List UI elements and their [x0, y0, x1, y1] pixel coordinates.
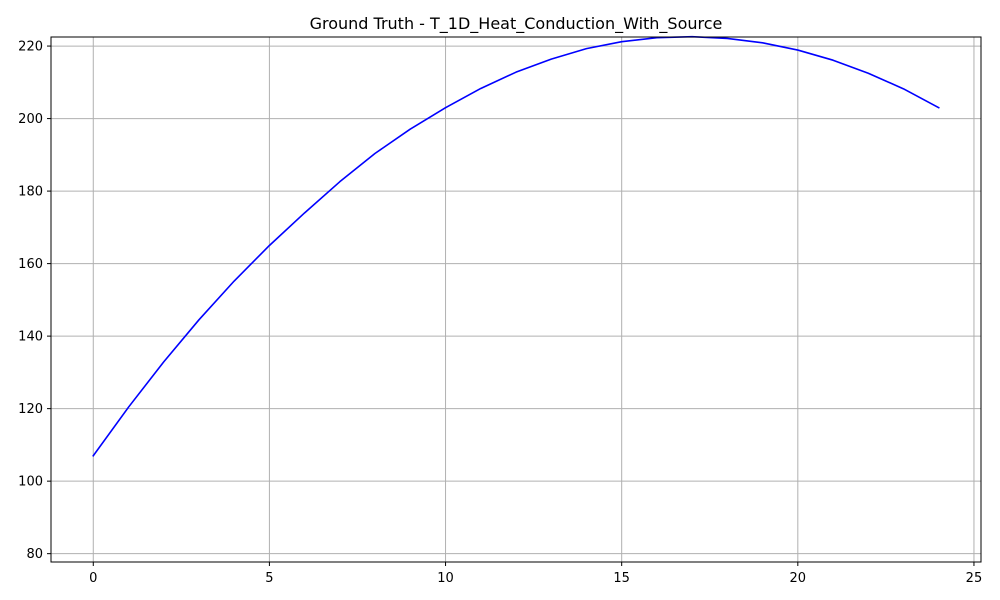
y-tick-label: 160 — [18, 257, 43, 272]
x-tick-label: 15 — [613, 571, 630, 586]
y-tick-label: 100 — [18, 475, 43, 490]
y-tick-label: 180 — [18, 185, 43, 200]
series-line — [92, 35, 940, 457]
y-tick-label: 120 — [18, 402, 43, 417]
y-tick-label: 80 — [26, 547, 43, 562]
y-tick-label: 220 — [18, 40, 43, 55]
x-tick-label: 20 — [790, 571, 807, 586]
y-axis: 80 100 120 140 160 180 200 220 — [18, 40, 51, 562]
plot-frame — [50, 36, 982, 563]
x-tick-label: 10 — [437, 571, 454, 586]
x-tick-label: 25 — [966, 571, 983, 586]
series-layer — [92, 35, 940, 457]
x-tick-label: 5 — [265, 571, 273, 586]
y-tick-label: 140 — [18, 330, 43, 345]
chart-title: Ground Truth - T_1D_Heat_Conduction_With… — [310, 14, 723, 34]
x-axis: 0 5 10 15 20 25 — [89, 562, 982, 586]
y-tick-label: 200 — [18, 112, 43, 127]
x-tick-label: 0 — [89, 571, 97, 586]
grid — [51, 37, 981, 562]
